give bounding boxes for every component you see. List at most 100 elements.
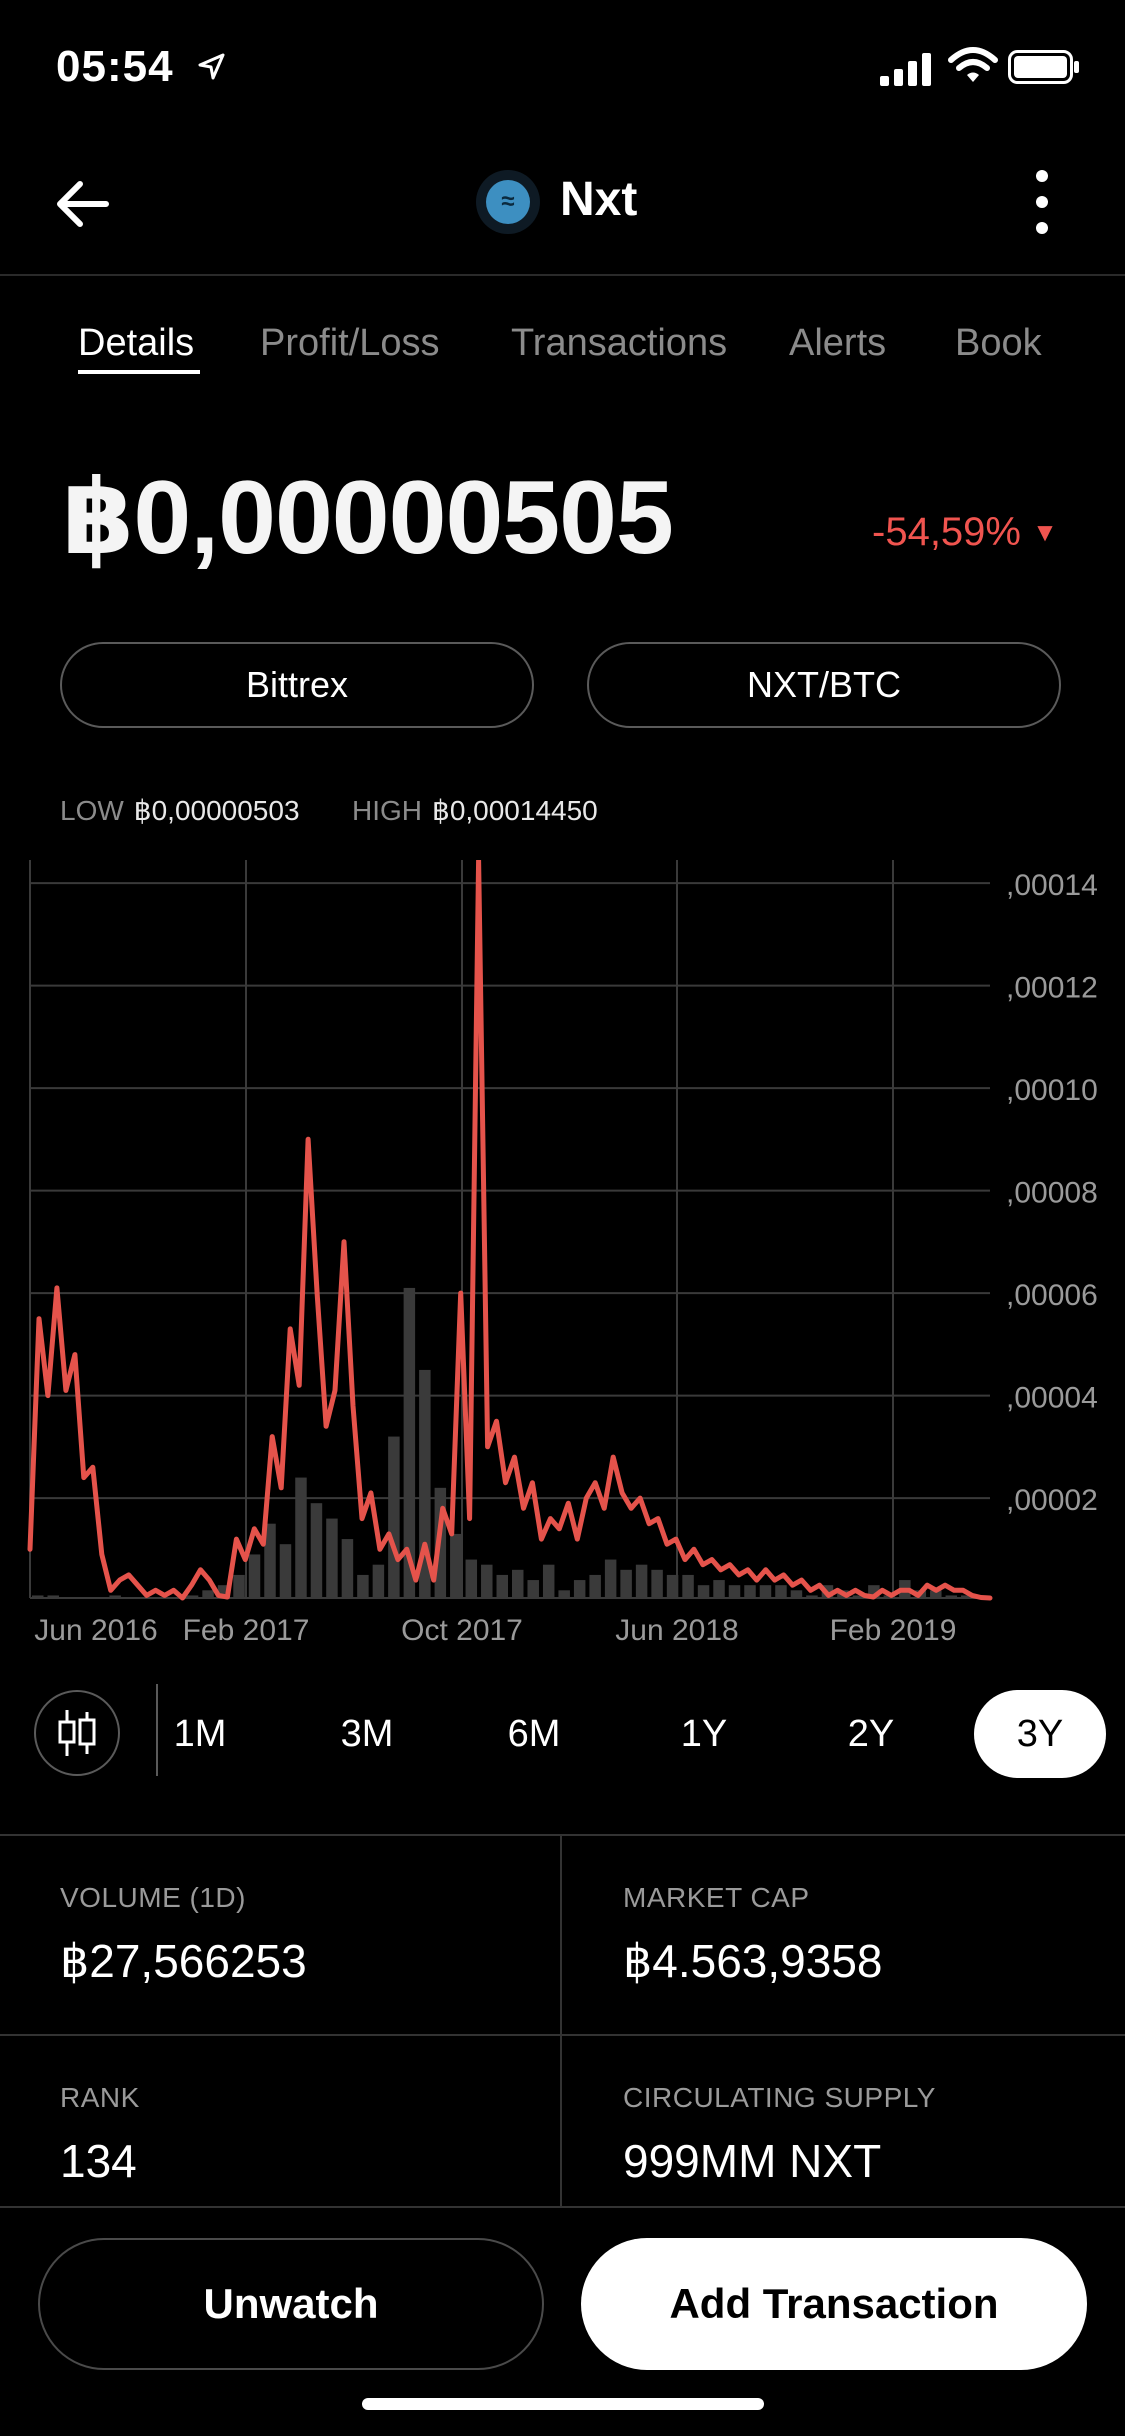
x-tick-label: Oct 2017: [401, 1614, 523, 1647]
volume-bar: [372, 1564, 385, 1598]
current-price: ฿0,00000505: [62, 460, 674, 576]
y-tick-label: ,00004: [1006, 1382, 1098, 1415]
candlestick-toggle-button[interactable]: [34, 1690, 120, 1776]
volume-bar: [341, 1539, 354, 1598]
volume-bar: [589, 1574, 601, 1598]
coin-title: Nxt: [560, 173, 638, 226]
volume-bar: [326, 1518, 338, 1598]
home-indicator[interactable]: [362, 2398, 764, 2410]
more-options-icon[interactable]: [1024, 166, 1060, 238]
volume-bar: [573, 1580, 586, 1598]
stats-divider-middle: [0, 2034, 1125, 2036]
volume-bar: [202, 1590, 214, 1598]
range-divider: [156, 1684, 158, 1776]
volume-bar: [806, 1595, 818, 1598]
volume-bar: [279, 1544, 292, 1598]
volume-bar: [32, 1595, 44, 1598]
tab-active-indicator: [78, 370, 200, 374]
market-cap-value: ฿4.563,9358: [623, 1935, 883, 1987]
range-6m[interactable]: 6M: [507, 1713, 561, 1755]
rank-label: RANK: [60, 2082, 140, 2113]
volume-bar: [744, 1585, 756, 1598]
high-value: ฿0,00014450: [432, 795, 598, 826]
tab-profit-loss[interactable]: Profit/Loss: [260, 322, 440, 364]
price-chart[interactable]: ,00014 ,00012 ,00010 ,00008 ,00006 ,00004 ,000…: [0, 860, 1125, 1650]
coin-logo: ≈: [476, 170, 540, 234]
volume-bar: [713, 1580, 725, 1598]
add-transaction-button[interactable]: Add Transaction: [581, 2238, 1087, 2370]
high-label: HIGH: [352, 795, 422, 826]
volume-bar: [759, 1585, 772, 1598]
volume-bar: [542, 1564, 555, 1598]
volume-bar: [852, 1595, 865, 1598]
low-label: LOW: [60, 795, 124, 826]
volume-bar: [310, 1503, 323, 1598]
volume-bar: [403, 1287, 416, 1598]
tab-transactions[interactable]: Transactions: [511, 322, 728, 364]
circulating-supply-label: CIRCULATING SUPPLY: [623, 2082, 936, 2113]
range-1m[interactable]: 1M: [173, 1713, 227, 1755]
volume-bar: [930, 1590, 942, 1598]
pair-selector[interactable]: NXT/BTC: [587, 642, 1061, 728]
volume-bar: [728, 1585, 741, 1598]
down-triangle-icon: ▼: [1032, 517, 1058, 547]
volume-bar: [666, 1574, 679, 1598]
volume-bar: [635, 1564, 648, 1598]
volume-bar: [775, 1585, 787, 1598]
x-tick-label: Jun 2016: [34, 1614, 157, 1647]
tab-book[interactable]: Book: [955, 322, 1042, 364]
y-tick-label: ,00008: [1006, 1177, 1098, 1210]
volume-bar: [697, 1585, 710, 1598]
volume-bar: [945, 1595, 958, 1598]
header-divider: [0, 274, 1125, 276]
y-tick-label: ,00006: [1006, 1279, 1098, 1312]
volume-bar: [512, 1569, 524, 1598]
cellular-signal-icon: [880, 53, 931, 86]
range-2y[interactable]: 2Y: [847, 1713, 895, 1755]
circulating-supply-value: 999MM NXT: [623, 2135, 882, 2187]
unwatch-button[interactable]: Unwatch: [38, 2238, 544, 2370]
volume-bar: [47, 1595, 59, 1598]
exchange-selector[interactable]: Bittrex: [60, 642, 534, 728]
volume-bar: [465, 1559, 478, 1598]
location-arrow-icon: [198, 53, 225, 80]
volume-bar: [295, 1477, 307, 1598]
volume-bar: [186, 1595, 199, 1598]
volume-bar: [419, 1369, 431, 1598]
candlestick-icon: [58, 1710, 96, 1756]
nxt-logo-icon: ≈: [486, 180, 530, 224]
stats-divider-vertical: [560, 1836, 562, 2206]
volume-bar: [790, 1590, 803, 1598]
range-3y[interactable]: 3Y: [974, 1690, 1106, 1778]
rank-value: 134: [60, 2135, 137, 2187]
tab-details[interactable]: Details: [78, 322, 195, 364]
volume-bar: [961, 1595, 973, 1598]
x-tick-label: Feb 2019: [830, 1614, 957, 1647]
volume-bar: [248, 1554, 261, 1598]
volume-bar: [481, 1564, 493, 1598]
market-cap-label: MARKET CAP: [623, 1882, 810, 1913]
price-change: -54,59% ▼: [872, 510, 1058, 555]
back-arrow-icon[interactable]: [52, 176, 112, 232]
volume-value: ฿27,566253: [60, 1935, 307, 1987]
range-3m[interactable]: 3M: [340, 1713, 394, 1755]
range-1y[interactable]: 1Y: [680, 1713, 728, 1755]
price-line: [27, 860, 993, 1601]
volume-bar: [651, 1569, 663, 1598]
y-tick-label: ,00012: [1006, 972, 1098, 1005]
price-change-value: -54,59%: [872, 510, 1021, 554]
volume-bar: [868, 1585, 880, 1598]
status-time: 05:54: [56, 42, 174, 91]
wifi-icon: [948, 47, 998, 82]
x-tick-label: Feb 2017: [183, 1614, 310, 1647]
stats-divider-bottom: [0, 2206, 1125, 2208]
battery-icon: [1008, 50, 1079, 84]
volume-bar: [620, 1569, 632, 1598]
volume-bar: [357, 1574, 369, 1598]
tab-alerts[interactable]: Alerts: [789, 322, 887, 364]
y-tick-label: ,00014: [1006, 869, 1098, 902]
volume-bar: [388, 1436, 400, 1598]
volume-bar: [604, 1559, 617, 1598]
volume-bar: [264, 1523, 276, 1598]
volume-bar: [682, 1574, 694, 1598]
